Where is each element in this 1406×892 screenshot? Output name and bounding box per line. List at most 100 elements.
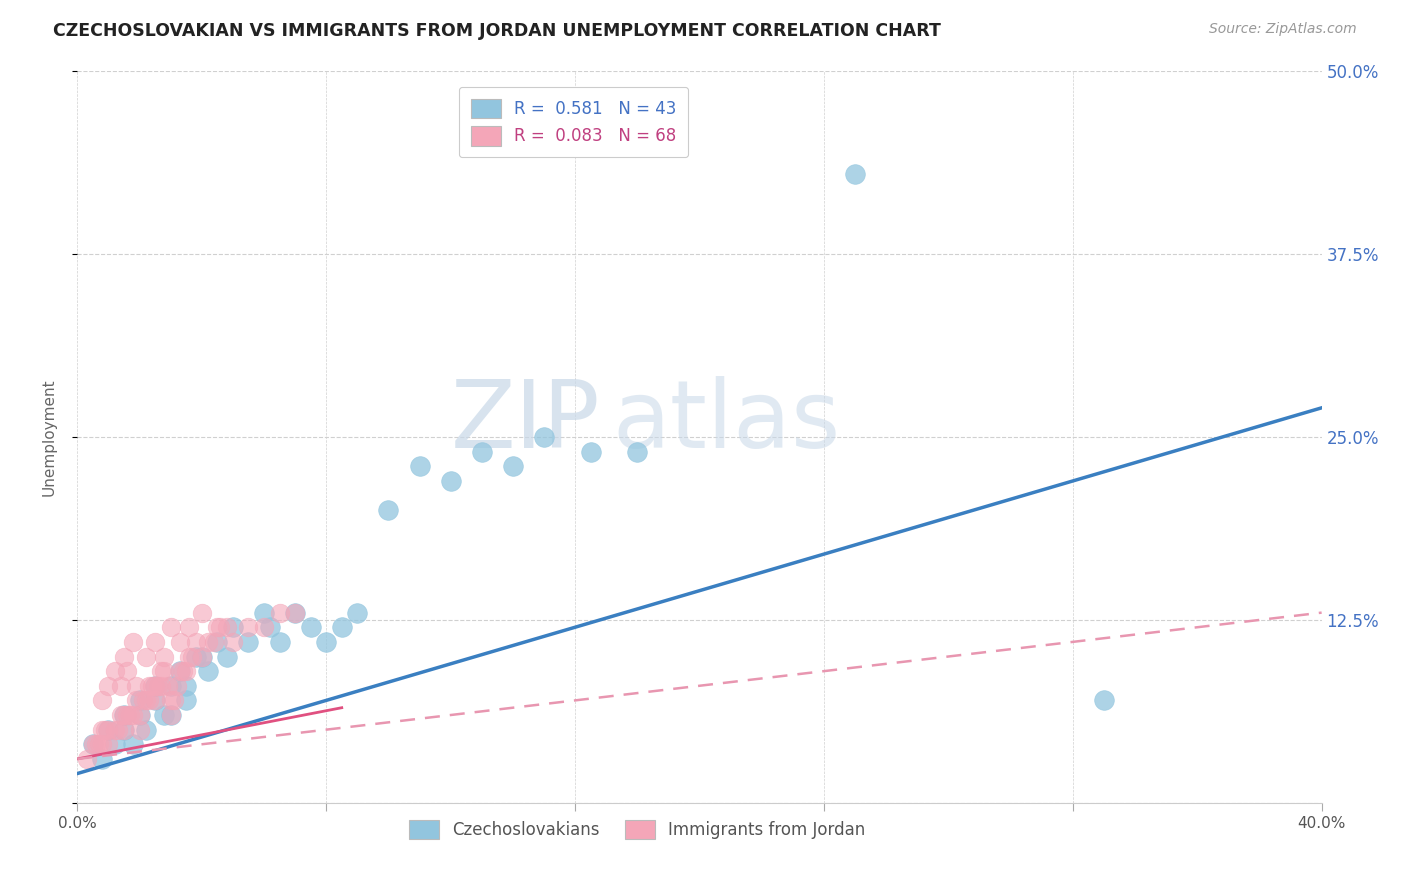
Point: [315, 635, 337, 649]
Point: [156, 679, 179, 693]
Point: [238, 620, 260, 634]
Point: [143, 679, 166, 693]
Point: [125, 693, 148, 707]
Point: [125, 679, 148, 693]
Point: [138, 693, 160, 707]
Point: [626, 444, 648, 458]
Point: [502, 459, 524, 474]
Point: [209, 620, 232, 634]
Point: [169, 664, 191, 678]
Point: [253, 606, 276, 620]
Point: [138, 679, 160, 693]
Point: [150, 679, 173, 693]
Point: [159, 708, 181, 723]
Point: [91, 737, 114, 751]
Legend: Czechoslovakians, Immigrants from Jordan: Czechoslovakians, Immigrants from Jordan: [402, 814, 872, 846]
Point: [377, 503, 399, 517]
Point: [82, 737, 104, 751]
Point: [82, 737, 104, 751]
Point: [284, 606, 307, 620]
Point: [104, 664, 127, 678]
Point: [215, 620, 238, 634]
Point: [135, 723, 157, 737]
Point: [91, 752, 114, 766]
Point: [181, 649, 204, 664]
Point: [471, 444, 494, 458]
Point: [222, 635, 245, 649]
Point: [269, 606, 291, 620]
Point: [153, 664, 176, 678]
Point: [190, 649, 214, 664]
Point: [153, 708, 176, 723]
Point: [115, 664, 138, 678]
Point: [253, 620, 276, 634]
Point: [97, 723, 120, 737]
Point: [172, 664, 194, 678]
Point: [87, 737, 110, 751]
Y-axis label: Unemployment: Unemployment: [42, 378, 56, 496]
Point: [159, 620, 181, 634]
Point: [135, 649, 157, 664]
Point: [141, 679, 163, 693]
Point: [222, 620, 245, 634]
Point: [110, 679, 132, 693]
Point: [112, 708, 135, 723]
Point: [179, 649, 201, 664]
Point: [122, 737, 145, 751]
Point: [284, 606, 307, 620]
Point: [190, 649, 214, 664]
Point: [122, 708, 145, 723]
Point: [97, 723, 120, 737]
Point: [330, 620, 353, 634]
Point: [844, 167, 866, 181]
Point: [128, 708, 150, 723]
Point: [238, 635, 260, 649]
Point: [94, 723, 117, 737]
Text: ZIP: ZIP: [450, 376, 600, 468]
Point: [346, 606, 368, 620]
Point: [104, 737, 127, 751]
Point: [174, 693, 197, 707]
Point: [299, 620, 322, 634]
Point: [166, 679, 188, 693]
Point: [408, 459, 430, 474]
Point: [179, 620, 201, 634]
Point: [259, 620, 281, 634]
Point: [122, 635, 145, 649]
Point: [184, 649, 207, 664]
Point: [107, 723, 129, 737]
Point: [112, 723, 135, 737]
Point: [207, 635, 229, 649]
Point: [143, 679, 166, 693]
Point: [215, 649, 238, 664]
Point: [269, 635, 291, 649]
Point: [131, 693, 153, 707]
Point: [197, 635, 219, 649]
Point: [112, 723, 135, 737]
Point: [84, 737, 107, 751]
Point: [148, 679, 170, 693]
Point: [439, 474, 461, 488]
Point: [91, 723, 114, 737]
Point: [190, 606, 214, 620]
Point: [91, 693, 114, 707]
Text: atlas: atlas: [613, 376, 841, 468]
Point: [128, 693, 150, 707]
Point: [97, 737, 120, 751]
Point: [207, 620, 229, 634]
Point: [110, 708, 132, 723]
Point: [1092, 693, 1115, 707]
Point: [112, 649, 135, 664]
Point: [533, 430, 555, 444]
Point: [120, 708, 142, 723]
Point: [169, 635, 191, 649]
Point: [159, 708, 181, 723]
Point: [128, 723, 150, 737]
Point: [197, 664, 219, 678]
Point: [153, 649, 176, 664]
Point: [143, 635, 166, 649]
Point: [579, 444, 602, 458]
Point: [97, 679, 120, 693]
Point: [128, 708, 150, 723]
Text: Source: ZipAtlas.com: Source: ZipAtlas.com: [1209, 22, 1357, 37]
